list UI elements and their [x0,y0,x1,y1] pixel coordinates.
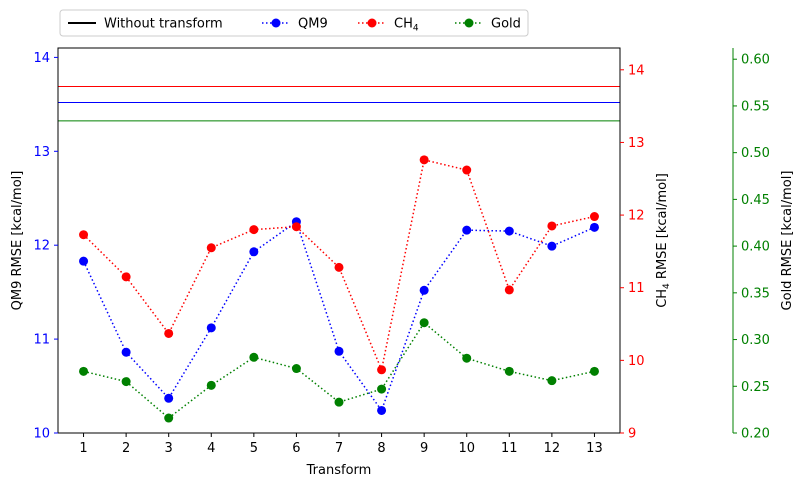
data-point-ch4 [504,285,514,295]
data-point-qm9 [249,247,259,257]
legend-swatch-marker [367,18,377,28]
right-y-tick-label: 9 [628,427,636,442]
legend-swatch-marker [464,18,474,28]
x-tick-label: 5 [250,441,258,456]
x-tick-label: 10 [458,441,475,456]
outer-y-tick-label: 0.55 [741,99,770,114]
data-point-ch4 [249,225,259,235]
legend: Without transform QM9 CH4 Gold [59,9,529,37]
data-point-gold [334,397,344,407]
right-y-tick-label: 12 [628,209,645,224]
outer-y-tick-label: 0.40 [741,240,770,255]
x-tick-label: 12 [544,441,561,456]
x-tick-label: 1 [79,441,87,456]
data-point-ch4 [164,328,174,338]
x-tick-label: 3 [165,441,173,456]
right-y-tick-label: 11 [628,281,645,296]
left-y-tick-label: 11 [33,333,50,348]
x-tick-label: 6 [292,441,300,456]
left-y-tick-label: 10 [33,427,50,442]
data-point-qm9 [504,226,514,236]
right-y-tick-label: 13 [628,136,645,151]
data-point-ch4 [462,165,472,175]
x-tick-label: 4 [207,441,215,456]
x-tick-label: 13 [586,441,603,456]
data-point-qm9 [79,256,89,266]
outer-y-tick-label: 0.60 [741,53,770,68]
right-axis-title: CH4 RMSE [kcal/mol] [655,173,672,308]
data-point-qm9 [589,222,599,232]
legend-box [59,9,529,37]
left-y-tick-label: 13 [33,145,50,160]
left-y-tick-label: 12 [33,239,50,254]
data-point-ch4 [589,212,599,222]
data-point-qm9 [334,346,344,356]
data-point-gold [589,366,599,376]
data-point-gold [164,413,174,423]
legend-label-subscript: 4 [413,24,419,34]
outer-y-tick-label: 0.30 [741,333,770,348]
data-point-gold [462,353,472,363]
data-point-qm9 [547,241,557,251]
baseline-lines [58,86,620,122]
data-point-gold [504,366,514,376]
legend-label-main: CH [394,17,413,32]
data-point-qm9 [419,285,429,295]
data-point-ch4 [291,222,301,232]
outer-y-tick-label: 0.35 [741,286,770,301]
data-point-ch4 [419,155,429,165]
data-point-gold [206,380,216,390]
data-point-ch4 [334,262,344,272]
data-point-qm9 [164,393,174,403]
outer-axis-title: Gold RMSE [kcal/mol] [780,171,795,311]
data-point-qm9 [121,347,131,357]
legend-label: Gold [491,17,521,32]
x-tick-label: 2 [122,441,130,456]
data-point-ch4 [121,272,131,282]
data-point-gold [291,364,301,374]
outer-y-tick-label: 0.50 [741,146,770,161]
left-axis-title: QM9 RMSE [kcal/mol] [10,171,25,311]
data-point-gold [79,366,89,376]
outer-y-tick-label: 0.25 [741,380,770,395]
data-point-qm9 [462,225,472,235]
legend-label: QM9 [298,17,328,32]
x-tick-label: 7 [335,441,343,456]
legend-label: Without transform [104,17,223,32]
series-layer [79,155,599,423]
data-point-qm9 [206,323,216,333]
x-axis-title: Transform [306,463,372,478]
plot-frame [57,47,621,434]
data-point-gold [547,376,557,386]
right-axis-title-rest: RMSE [kcal/mol] [655,173,670,283]
right-y-tick-label: 10 [628,354,645,369]
left-y-tick-label: 14 [33,51,50,66]
right-y-tick-label: 14 [628,63,645,78]
data-point-gold [121,377,131,387]
data-point-ch4 [79,230,89,240]
right-axis-title-main: CH [655,289,670,308]
data-point-ch4 [547,221,557,231]
data-point-ch4 [377,365,387,375]
x-tick-label: 11 [501,441,518,456]
data-point-gold [377,384,387,394]
data-point-gold [249,352,259,362]
series-line-qm9 [82,220,595,413]
outer-y-tick-label: 0.20 [741,427,770,442]
x-tick-label: 8 [377,441,385,456]
x-tick-label: 9 [420,441,428,456]
outer-y-tick-label: 0.45 [741,193,770,208]
legend-label: CH4 [394,17,419,34]
right-axis-title-subscript: 4 [662,283,672,289]
data-point-gold [419,318,429,328]
data-point-ch4 [206,243,216,253]
legend-swatch-marker [271,18,281,28]
axes-layer: 1 2 3 4 5 6 7 8 9 10 11 12 13Transform1011121314QM9 … [10,47,795,478]
data-point-qm9 [377,405,387,415]
